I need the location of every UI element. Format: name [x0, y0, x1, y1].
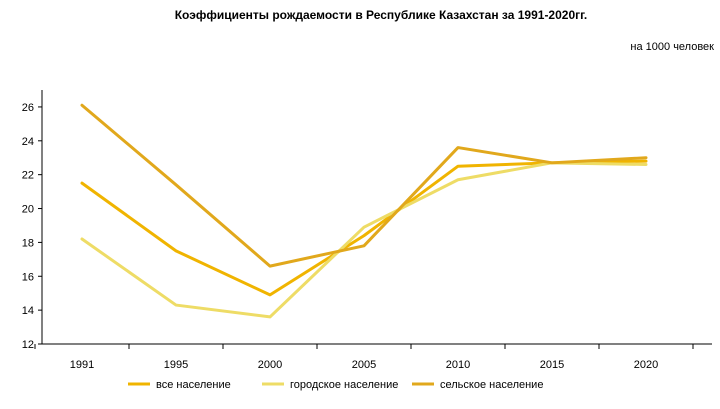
x-tick-label: 2015 — [540, 359, 564, 371]
legend-label: сельское население — [440, 379, 543, 391]
y-tick-label: 20 — [22, 204, 34, 216]
x-tick-label: 2010 — [446, 359, 470, 371]
y-tick-label: 12 — [22, 339, 34, 351]
y-tick-label: 26 — [22, 102, 34, 114]
x-tick-label: 2000 — [258, 359, 282, 371]
y-tick-label: 24 — [22, 136, 34, 148]
unit-note: на 1000 человек — [630, 41, 714, 53]
x-tick-label: 2020 — [634, 359, 658, 371]
y-tick-label: 22 — [22, 170, 34, 182]
series-line-2 — [80, 103, 648, 268]
series-layer — [80, 103, 648, 319]
series-line-1 — [80, 161, 648, 319]
x-tick-label: 1995 — [164, 359, 188, 371]
y-tick-label: 18 — [22, 237, 34, 249]
axes: 12 14 16 18 20 22 24 26 1991 1995 2000 2005 2010 2015… — [22, 90, 712, 371]
x-tick-label: 2005 — [352, 359, 376, 371]
y-tick-label: 14 — [22, 305, 34, 317]
legend-label: городское население — [290, 379, 398, 391]
x-tick-label: 1991 — [70, 359, 94, 371]
y-tick-label: 16 — [22, 271, 34, 283]
legend: все население городское население сельское… — [128, 379, 543, 391]
legend-label: все население — [156, 379, 231, 391]
chart-title: Коэффициенты рождаемости в Республике Ка… — [175, 8, 588, 22]
